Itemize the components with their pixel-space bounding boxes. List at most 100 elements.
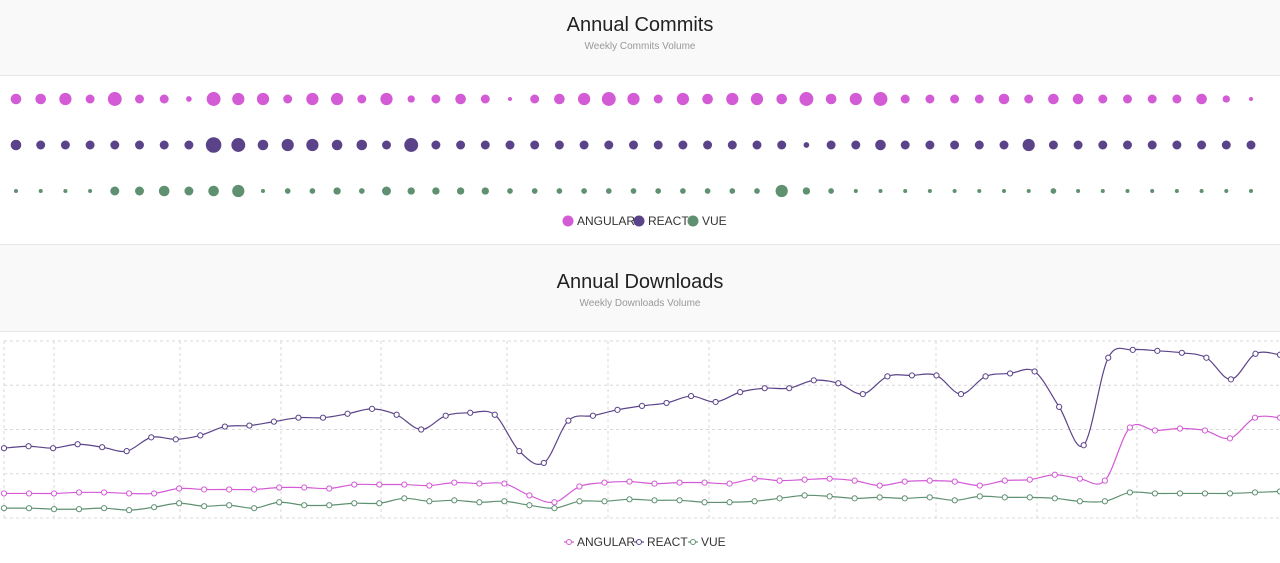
bubble-vue[interactable] bbox=[853, 188, 858, 194]
bubble-angular[interactable] bbox=[455, 93, 466, 105]
bubble-angular[interactable] bbox=[283, 94, 293, 104]
bubble-react[interactable] bbox=[135, 140, 144, 150]
bubble-angular[interactable] bbox=[873, 92, 888, 106]
bubble-angular[interactable] bbox=[530, 94, 540, 104]
point-react[interactable] bbox=[74, 441, 81, 448]
bubble-angular[interactable] bbox=[577, 92, 591, 106]
point-react[interactable] bbox=[957, 391, 965, 398]
point-vue[interactable] bbox=[926, 494, 933, 501]
point-react[interactable] bbox=[540, 459, 547, 467]
bubble-vue[interactable] bbox=[1001, 188, 1007, 194]
point-angular[interactable] bbox=[1001, 477, 1008, 484]
point-vue[interactable] bbox=[251, 505, 258, 512]
bubble-react[interactable] bbox=[653, 140, 663, 150]
point-angular[interactable] bbox=[551, 499, 558, 506]
bubble-angular[interactable] bbox=[232, 92, 245, 106]
bubble-vue[interactable] bbox=[581, 188, 587, 194]
bubble-vue[interactable] bbox=[1076, 188, 1081, 194]
point-vue[interactable] bbox=[201, 503, 208, 510]
bubble-vue[interactable] bbox=[775, 184, 788, 198]
point-angular[interactable] bbox=[851, 477, 858, 484]
bubble-vue[interactable] bbox=[232, 184, 245, 198]
point-angular[interactable] bbox=[726, 480, 733, 487]
point-react[interactable] bbox=[1227, 376, 1235, 383]
legend-item-vue[interactable]: VUE bbox=[688, 535, 726, 549]
bubble-react[interactable] bbox=[1098, 140, 1108, 150]
bubble-angular[interactable] bbox=[85, 94, 95, 104]
point-angular[interactable] bbox=[651, 480, 658, 487]
point-angular[interactable] bbox=[576, 483, 583, 490]
bubble-angular[interactable] bbox=[776, 93, 787, 105]
bubble-react[interactable] bbox=[875, 139, 886, 151]
point-vue[interactable] bbox=[451, 497, 458, 504]
bubble-react[interactable] bbox=[604, 140, 614, 150]
bubble-angular[interactable] bbox=[726, 92, 739, 106]
point-angular[interactable] bbox=[1026, 476, 1033, 483]
point-angular[interactable] bbox=[776, 477, 783, 484]
point-vue[interactable] bbox=[826, 493, 833, 500]
point-vue[interactable] bbox=[50, 506, 58, 513]
point-react[interactable] bbox=[25, 443, 32, 450]
bubble-angular[interactable] bbox=[799, 92, 814, 106]
point-react[interactable] bbox=[565, 417, 572, 424]
bubble-react[interactable] bbox=[306, 138, 319, 152]
bubble-vue[interactable] bbox=[556, 188, 563, 194]
point-react[interactable] bbox=[123, 448, 130, 455]
point-react[interactable] bbox=[1031, 368, 1038, 375]
point-vue[interactable] bbox=[576, 498, 583, 505]
point-react[interactable] bbox=[982, 373, 989, 380]
point-react[interactable] bbox=[99, 444, 106, 451]
bubble-vue[interactable] bbox=[655, 188, 662, 194]
point-react[interactable] bbox=[418, 426, 425, 433]
bubble-angular[interactable] bbox=[1123, 94, 1132, 104]
bubble-angular[interactable] bbox=[998, 93, 1010, 105]
bubble-vue[interactable] bbox=[704, 188, 711, 194]
point-angular[interactable] bbox=[751, 475, 758, 482]
point-vue[interactable] bbox=[751, 498, 758, 505]
point-angular[interactable] bbox=[876, 482, 883, 489]
bubble-react[interactable] bbox=[356, 139, 368, 151]
point-angular[interactable] bbox=[1051, 471, 1058, 478]
point-angular[interactable] bbox=[276, 484, 283, 491]
point-react[interactable] bbox=[1178, 349, 1185, 356]
point-vue[interactable] bbox=[100, 505, 108, 512]
point-react[interactable] bbox=[737, 389, 744, 396]
point-angular[interactable] bbox=[1201, 427, 1209, 434]
point-react[interactable] bbox=[442, 412, 449, 419]
bubble-angular[interactable] bbox=[925, 94, 935, 104]
bubble-react[interactable] bbox=[950, 140, 960, 150]
point-react[interactable] bbox=[270, 418, 278, 425]
bubble-angular[interactable] bbox=[380, 92, 393, 106]
bubble-angular[interactable] bbox=[35, 93, 46, 105]
point-vue[interactable] bbox=[951, 497, 958, 504]
bubble-react[interactable] bbox=[1123, 140, 1132, 150]
point-angular[interactable] bbox=[100, 489, 108, 496]
point-react[interactable] bbox=[344, 410, 351, 417]
point-vue[interactable] bbox=[301, 502, 308, 509]
bubble-react[interactable] bbox=[1022, 138, 1035, 152]
bubble-angular[interactable] bbox=[676, 92, 690, 106]
point-vue[interactable] bbox=[476, 499, 483, 506]
point-react[interactable] bbox=[49, 445, 57, 452]
bubble-vue[interactable] bbox=[531, 188, 538, 194]
point-vue[interactable] bbox=[1176, 490, 1184, 497]
bubble-angular[interactable] bbox=[653, 94, 663, 104]
point-vue[interactable] bbox=[1076, 498, 1083, 505]
bubble-angular[interactable] bbox=[507, 96, 513, 102]
bubble-vue[interactable] bbox=[630, 188, 637, 194]
bubble-angular[interactable] bbox=[849, 92, 862, 106]
bubble-angular[interactable] bbox=[480, 94, 490, 104]
bubble-react[interactable] bbox=[431, 140, 441, 150]
bubble-angular[interactable] bbox=[186, 96, 192, 102]
point-angular[interactable] bbox=[451, 479, 458, 486]
bubble-angular[interactable] bbox=[554, 93, 565, 105]
point-vue[interactable] bbox=[1151, 490, 1159, 497]
bubble-vue[interactable] bbox=[903, 188, 908, 194]
point-vue[interactable] bbox=[526, 502, 533, 509]
point-angular[interactable] bbox=[801, 476, 808, 483]
point-angular[interactable] bbox=[1126, 424, 1133, 431]
point-react[interactable] bbox=[810, 377, 817, 384]
bubble-react[interactable] bbox=[554, 140, 564, 150]
bubble-vue[interactable] bbox=[135, 186, 144, 196]
point-react[interactable] bbox=[663, 399, 670, 407]
